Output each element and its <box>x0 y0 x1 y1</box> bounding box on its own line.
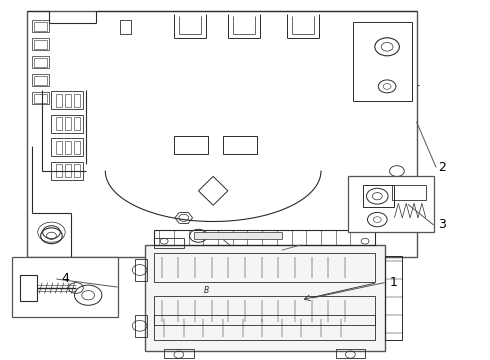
Bar <box>154 230 375 245</box>
Bar <box>194 232 282 239</box>
Bar <box>223 136 257 154</box>
Bar <box>32 38 49 50</box>
Bar <box>135 259 147 281</box>
Bar <box>34 76 47 85</box>
Bar <box>27 11 416 257</box>
Bar <box>51 162 83 180</box>
Bar <box>34 40 47 49</box>
Text: B: B <box>203 285 209 294</box>
Bar <box>65 141 71 154</box>
Bar <box>120 20 131 34</box>
Bar <box>51 138 83 156</box>
Bar <box>34 22 47 31</box>
Bar <box>65 164 71 177</box>
Bar <box>154 315 375 340</box>
Bar <box>32 92 49 104</box>
Bar <box>51 115 83 133</box>
Bar <box>56 94 62 107</box>
Text: 4: 4 <box>61 273 69 285</box>
Bar <box>51 91 83 109</box>
Bar <box>353 22 412 101</box>
Text: 1: 1 <box>390 276 397 289</box>
Bar <box>12 257 118 317</box>
Bar <box>363 185 394 207</box>
Bar <box>392 185 426 200</box>
Bar <box>56 141 62 154</box>
Bar <box>32 74 49 86</box>
Bar <box>32 20 49 32</box>
Bar <box>65 94 71 107</box>
Bar <box>154 253 375 282</box>
Bar <box>34 58 47 67</box>
Bar <box>336 349 365 358</box>
Text: 3: 3 <box>439 219 446 231</box>
Bar <box>174 136 208 154</box>
Bar <box>74 164 80 177</box>
Bar <box>348 176 434 232</box>
Bar <box>385 256 402 340</box>
Bar <box>74 141 80 154</box>
Bar <box>164 349 194 358</box>
Bar <box>56 164 62 177</box>
Bar <box>135 315 147 337</box>
Bar <box>20 275 37 301</box>
Bar <box>154 296 375 325</box>
Bar <box>32 56 49 68</box>
Bar <box>65 117 71 130</box>
Text: 2: 2 <box>439 161 446 174</box>
Bar <box>154 238 184 248</box>
Bar <box>74 117 80 130</box>
Bar <box>74 94 80 107</box>
Bar <box>34 94 47 103</box>
Bar <box>56 117 62 130</box>
Bar <box>145 245 385 351</box>
